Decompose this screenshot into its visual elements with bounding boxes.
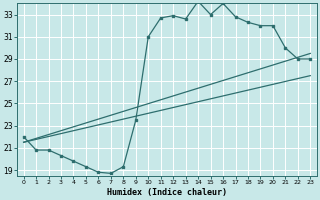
X-axis label: Humidex (Indice chaleur): Humidex (Indice chaleur) (107, 188, 227, 197)
